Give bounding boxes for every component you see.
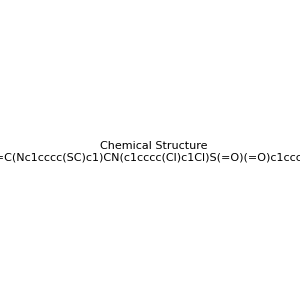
Text: Chemical Structure
O=C(Nc1cccc(SC)c1)CN(c1cccc(Cl)c1Cl)S(=O)(=O)c1ccccc1: Chemical Structure O=C(Nc1cccc(SC)c1)CN(… [0,141,300,162]
